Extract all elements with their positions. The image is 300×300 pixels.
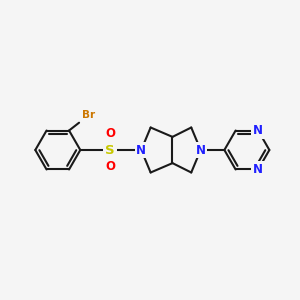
Text: N: N [253,124,263,137]
Text: O: O [105,160,115,173]
Text: Br: Br [82,110,95,120]
Text: N: N [196,143,206,157]
Text: O: O [105,127,115,140]
Text: N: N [136,143,146,157]
Text: N: N [253,163,263,176]
Text: S: S [105,143,115,157]
